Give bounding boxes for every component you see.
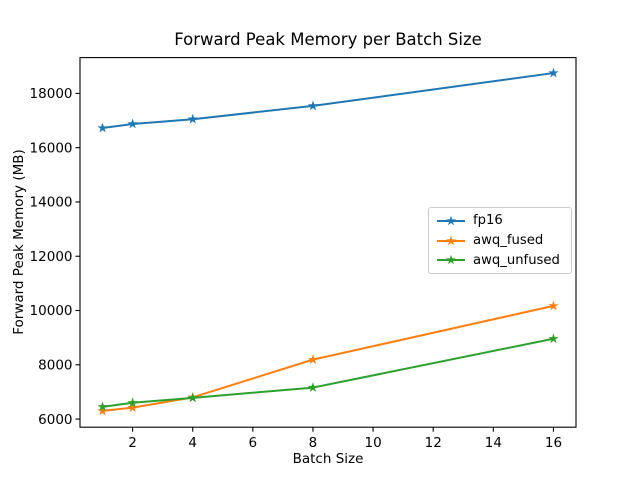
marker-star-fp16-x16 [548, 67, 559, 78]
marker-star-awq_unfused-x8 [307, 382, 319, 392]
x-tick-label: 10 [364, 435, 381, 451]
legend-label: awq_fused [473, 233, 544, 248]
marker-star-awq_unfused-x4 [187, 392, 198, 403]
series-line-awq_unfused [101, 337, 555, 408]
x-tick-label: 16 [545, 435, 562, 451]
x-axis-label: Batch Size [292, 451, 364, 467]
legend-star-icon [446, 254, 456, 265]
y-tick-label: 6000 [38, 412, 72, 428]
y-tick-label: 18000 [30, 86, 73, 102]
legend-line-sample-awq_fused [437, 235, 465, 245]
legend-line-sample-awq_unfused [437, 254, 465, 265]
y-tick-label: 12000 [30, 249, 73, 265]
marker-star-awq_unfused-x2 [127, 397, 138, 408]
x-tick-label: 14 [485, 435, 502, 451]
legend-entry-awq_unfused: awq_unfused [437, 250, 563, 270]
marker-star-awq_unfused-x16 [548, 333, 559, 344]
legend-label: awq_unfused [473, 252, 560, 268]
legend-star-icon [446, 235, 456, 245]
x-tick-label: 8 [309, 435, 318, 451]
series-line-fp16 [101, 72, 555, 130]
y-tick-label: 16000 [30, 140, 73, 156]
legend-star-icon [446, 215, 456, 226]
y-tick-label: 14000 [30, 195, 73, 211]
legend-entry-fp16: fp16 [437, 211, 563, 231]
marker-star-awq_fused-x2 [127, 402, 138, 413]
marker-star-awq_fused-x1 [97, 405, 108, 416]
legend: fp16 awq_fused awq_unfused [428, 207, 572, 274]
x-tick-label: 4 [188, 435, 197, 451]
chart-title: Forward Peak Memory per Batch Size [174, 30, 482, 49]
marker-star-awq_unfused-x1 [97, 401, 108, 412]
y-tick-label: 8000 [38, 357, 72, 373]
x-tick-label: 2 [128, 435, 137, 451]
marker-star-awq_fused-x16 [548, 300, 559, 311]
legend-label: fp16 [473, 213, 503, 229]
marker-star-awq_fused-x8 [307, 354, 319, 364]
marker-star-fp16-x2 [127, 118, 138, 129]
marker-star-fp16-x8 [307, 100, 319, 111]
y-tick-label: 10000 [30, 303, 73, 319]
legend-entry-awq_fused: awq_fused [437, 231, 563, 251]
legend-line-sample-fp16 [437, 215, 465, 226]
y-axis-label: Forward Peak Memory (MB) [11, 149, 27, 335]
x-tick-label: 6 [249, 435, 258, 451]
axes-spines [79, 57, 577, 428]
x-tick-label: 12 [425, 435, 442, 451]
marker-star-fp16-x4 [187, 113, 198, 124]
series-line-awq_fused [101, 304, 555, 412]
marker-star-fp16-x1 [97, 122, 108, 133]
